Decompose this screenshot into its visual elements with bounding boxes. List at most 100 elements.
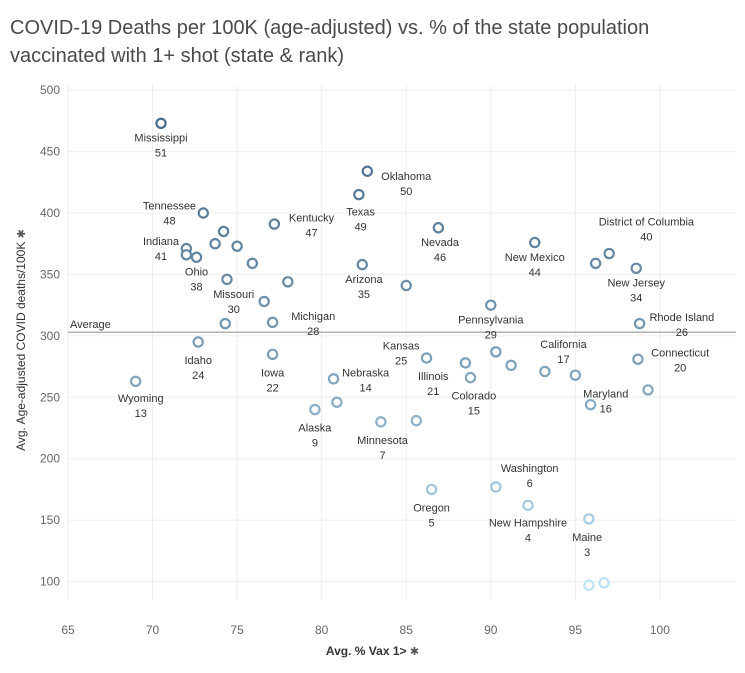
point-label-rank: 14 — [360, 382, 372, 394]
data-point[interactable] — [490, 346, 502, 358]
data-point[interactable] — [539, 365, 551, 378]
point-label-state: Idaho — [184, 355, 212, 367]
data-point[interactable] — [589, 257, 602, 270]
data-point[interactable] — [231, 240, 243, 252]
point-label-state: Oklahoma — [381, 171, 432, 183]
point-label: Connecticut 20 — [651, 348, 709, 375]
point-label-state: Ohio — [185, 267, 208, 279]
data-point[interactable] — [583, 579, 595, 591]
data-point[interactable] — [505, 359, 517, 372]
point-label-rank: 41 — [155, 251, 167, 263]
data-point[interactable] — [129, 375, 142, 388]
data-point[interactable] — [400, 279, 412, 292]
data-point[interactable] — [356, 258, 368, 271]
point-label-state: Alaska — [298, 423, 332, 435]
point-label-state: Nebraska — [342, 367, 390, 379]
data-point[interactable] — [155, 117, 167, 130]
point-label-rank: 28 — [307, 326, 319, 338]
point-label-state: Michigan — [291, 311, 335, 323]
point-label-state: Minnesota — [357, 435, 409, 447]
point-label-state: Colorado — [452, 391, 497, 403]
data-point[interactable] — [266, 316, 279, 329]
data-point[interactable] — [375, 416, 387, 428]
point-label-rank: 17 — [557, 354, 569, 366]
point-label: Wyoming 13 — [118, 393, 164, 420]
y-tick-label: 100 — [40, 575, 60, 589]
point-label-state: Oregon — [413, 503, 450, 515]
point-label-state: Washington — [501, 463, 559, 475]
data-point[interactable] — [361, 165, 374, 177]
x-axis-pin-icon[interactable]: ✱ — [409, 646, 420, 658]
point-label-rank: 20 — [674, 363, 686, 375]
point-label-state: Texas — [346, 206, 375, 218]
point-label-rank: 9 — [312, 438, 318, 450]
data-point[interactable] — [190, 251, 203, 263]
data-point[interactable] — [197, 207, 209, 219]
point-label: Tennessee 48 — [143, 200, 196, 227]
data-point[interactable] — [192, 336, 204, 348]
data-point[interactable] — [425, 483, 438, 496]
data-point[interactable] — [529, 236, 541, 249]
point-label-rank: 35 — [358, 289, 370, 301]
data-point[interactable] — [632, 353, 644, 365]
chart-title: COVID-19 Deaths per 100K (age-adjusted) … — [10, 17, 650, 67]
y-tick-label: 400 — [40, 206, 60, 220]
data-point[interactable] — [464, 371, 477, 384]
point-label: Washington 6 — [501, 463, 559, 490]
x-tick-label: 65 — [61, 623, 75, 637]
data-point[interactable] — [630, 262, 642, 274]
point-label: Ohio 38 — [185, 267, 208, 294]
point-label-rank: 40 — [640, 231, 652, 243]
data-point[interactable] — [420, 352, 433, 364]
point-label-rank: 25 — [395, 355, 407, 367]
data-point[interactable] — [598, 577, 610, 589]
data-point[interactable] — [584, 398, 597, 411]
data-point[interactable] — [221, 273, 233, 286]
point-label-rank: 30 — [228, 304, 240, 316]
data-point[interactable] — [309, 403, 321, 416]
x-tick-label: 95 — [569, 623, 583, 637]
point-label-state: Missouri — [213, 289, 254, 301]
point-label-rank: 15 — [468, 406, 480, 418]
data-point[interactable] — [603, 247, 615, 260]
point-label-rank: 51 — [155, 148, 167, 160]
point-label-state: Rhode Island — [649, 312, 714, 324]
data-point[interactable] — [490, 481, 502, 493]
x-tick-label: 90 — [484, 623, 498, 637]
point-label-rank: 5 — [429, 518, 435, 530]
data-points — [129, 117, 654, 591]
point-label-rank: 7 — [379, 450, 385, 462]
point-label-rank: 49 — [354, 221, 366, 233]
data-point[interactable] — [522, 499, 534, 512]
data-point[interactable] — [268, 218, 281, 230]
data-point[interactable] — [266, 348, 279, 360]
point-label: Nebraska 14 — [342, 367, 390, 394]
data-point[interactable] — [459, 357, 472, 369]
data-point[interactable] — [410, 414, 423, 427]
data-point[interactable] — [642, 384, 654, 396]
data-point[interactable] — [583, 513, 595, 525]
point-label-state: Connecticut — [651, 348, 709, 360]
data-point[interactable] — [353, 188, 365, 201]
point-label-rank: 24 — [192, 370, 204, 382]
data-point[interactable] — [282, 276, 294, 288]
data-point[interactable] — [432, 222, 445, 234]
y-tick-label: 500 — [40, 83, 60, 97]
data-point[interactable] — [246, 257, 259, 270]
data-point[interactable] — [217, 225, 230, 238]
data-point[interactable] — [327, 373, 340, 385]
data-point[interactable] — [633, 317, 646, 330]
data-point[interactable] — [569, 369, 582, 381]
data-point[interactable] — [258, 295, 270, 308]
point-label-state: Indiana — [143, 236, 180, 248]
data-point[interactable] — [485, 299, 497, 311]
data-point[interactable] — [180, 249, 193, 261]
y-tick-label: 200 — [40, 452, 60, 466]
point-label-state: Maryland — [583, 388, 628, 400]
point-label-state: Pennsylvania — [458, 315, 524, 327]
data-point[interactable] — [219, 317, 231, 330]
point-label: District of Columbia 40 — [599, 216, 695, 243]
y-tick-label: 350 — [40, 267, 60, 281]
data-point[interactable] — [331, 396, 343, 408]
data-point[interactable] — [209, 238, 221, 250]
